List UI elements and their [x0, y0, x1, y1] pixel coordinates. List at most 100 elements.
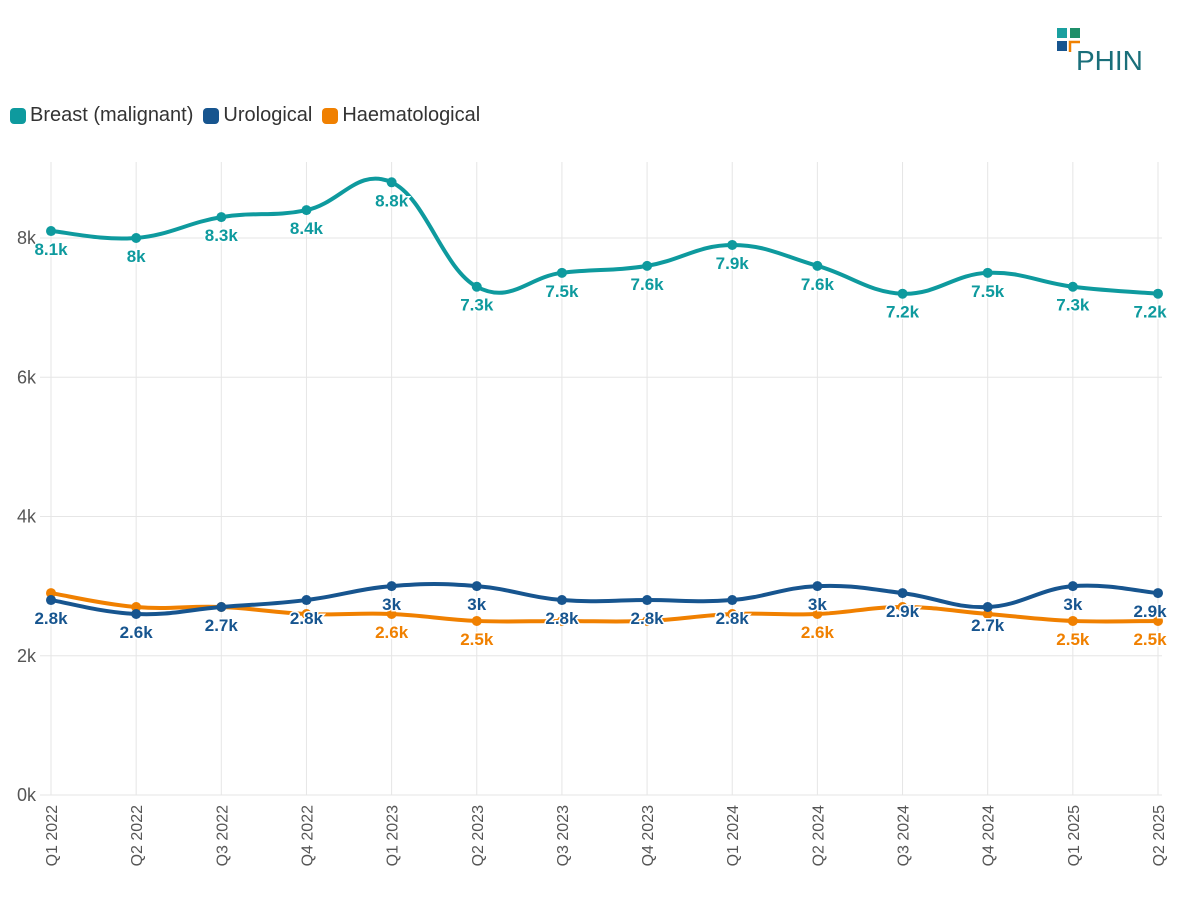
x-tick-label: Q4 2022 — [299, 805, 316, 866]
data-label: 2.6k — [375, 623, 409, 642]
y-tick-label: 2k — [17, 646, 37, 666]
data-point — [727, 595, 738, 606]
x-tick-label: Q2 2022 — [129, 805, 146, 866]
data-point — [897, 602, 908, 613]
legend-label: Haematological — [342, 104, 481, 126]
data-point — [982, 602, 993, 613]
legend-label: Breast (malignant) — [30, 104, 194, 126]
data-point — [1067, 281, 1078, 292]
data-label: 2.8k — [631, 609, 665, 628]
data-point — [1153, 615, 1163, 626]
data-point — [386, 177, 397, 188]
data-point — [46, 595, 56, 606]
data-point — [301, 595, 312, 606]
data-point — [1067, 581, 1078, 592]
x-tick-label: Q3 2022 — [214, 805, 231, 866]
data-point — [301, 608, 312, 619]
data-label: 2.6k — [801, 623, 835, 642]
legend-swatch — [322, 107, 339, 124]
data-label: 7.6k — [631, 275, 665, 294]
data-point — [727, 608, 738, 619]
x-tick-label: Q3 2024 — [896, 805, 913, 866]
data-label: 2.8k — [545, 609, 579, 628]
x-tick-label: Q3 2023 — [555, 805, 572, 866]
data-point — [216, 602, 227, 613]
data-label: 3k — [467, 595, 486, 614]
data-label: 2.8k — [716, 609, 750, 628]
data-label: 8.4k — [290, 219, 324, 238]
data-point — [131, 602, 142, 613]
legend-item[interactable]: Haematological — [322, 104, 480, 127]
data-label: 7.2k — [1133, 303, 1167, 322]
data-label: 2.7k — [205, 616, 239, 635]
x-tick-label: Q2 2024 — [810, 805, 827, 866]
data-point — [1153, 588, 1163, 599]
data-point — [46, 588, 56, 599]
data-point — [386, 608, 397, 619]
data-point — [812, 260, 823, 271]
data-label: 7.2k — [886, 303, 920, 322]
y-tick-label: 0k — [17, 785, 37, 805]
data-point — [727, 239, 738, 250]
data-point — [642, 260, 653, 271]
data-label: 7.6k — [801, 275, 835, 294]
legend-item[interactable]: Breast (malignant) — [10, 104, 193, 127]
data-point — [1067, 615, 1078, 626]
legend-label: Urological — [223, 104, 313, 126]
data-label: 3k — [1063, 595, 1082, 614]
data-label: 8k — [127, 247, 146, 266]
data-point — [982, 608, 993, 619]
data-label: 3k — [382, 595, 401, 614]
y-tick-label: 8k — [17, 228, 37, 248]
data-point — [556, 615, 567, 626]
x-tick-label: Q1 2024 — [725, 805, 742, 866]
data-label: 2.8k — [34, 609, 68, 628]
data-label: 7.3k — [1056, 296, 1090, 315]
data-point — [812, 581, 823, 592]
data-point — [131, 233, 142, 243]
x-tick-label: Q4 2024 — [981, 805, 998, 866]
data-label: 2.8k — [290, 609, 324, 628]
x-tick-label: Q2 2025 — [1151, 805, 1168, 866]
legend: Breast (malignant) Urological Haematologic… — [10, 104, 480, 127]
data-label: 8.3k — [205, 226, 239, 245]
data-point — [642, 595, 653, 606]
series-line-1 — [50, 582, 1159, 617]
phin-logo: PHIN — [1056, 28, 1156, 79]
data-label: 2.9k — [1133, 602, 1167, 621]
data-label: 8.1k — [34, 240, 68, 259]
data-point — [386, 581, 397, 592]
data-point — [556, 267, 567, 278]
data-label: 7.5k — [545, 282, 579, 301]
data-point — [471, 281, 482, 292]
x-tick-label: Q1 2023 — [385, 805, 402, 866]
data-label: 2.5k — [460, 630, 494, 649]
y-tick-label: 4k — [17, 507, 37, 527]
data-point — [642, 615, 653, 626]
data-point — [897, 588, 908, 599]
x-tick-label: Q1 2025 — [1066, 805, 1083, 866]
data-point — [301, 205, 312, 216]
data-label: 7.5k — [971, 282, 1005, 301]
svg-text:PHIN: PHIN — [1076, 45, 1143, 74]
series-line-0 — [50, 176, 1159, 296]
data-label: 2.7k — [971, 616, 1005, 635]
data-label: 7.3k — [460, 296, 494, 315]
legend-item[interactable]: Urological — [203, 104, 312, 127]
data-label: 2.9k — [886, 602, 920, 621]
x-tick-label: Q1 2022 — [44, 805, 61, 866]
data-point — [897, 288, 908, 299]
x-tick-label: Q2 2023 — [470, 805, 487, 866]
legend-swatch — [10, 107, 26, 124]
x-tick-label: Q4 2023 — [640, 805, 657, 866]
y-tick-label: 6k — [17, 367, 37, 387]
data-point — [46, 226, 56, 237]
data-point — [131, 608, 142, 619]
data-point — [216, 212, 227, 223]
data-label: 7.9k — [716, 254, 750, 273]
data-point — [1153, 288, 1163, 299]
data-point — [471, 615, 482, 626]
data-label: 2.6k — [120, 623, 154, 642]
